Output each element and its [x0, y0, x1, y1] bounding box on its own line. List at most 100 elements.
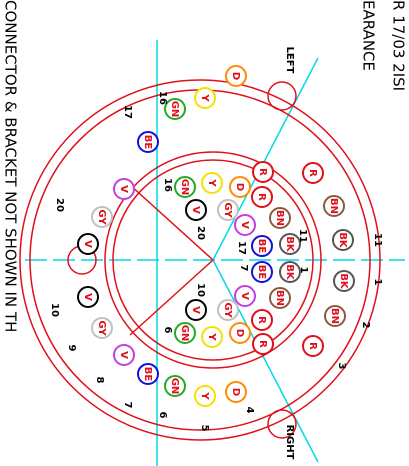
pin-number: 1 [372, 279, 383, 286]
pin-label: GY [96, 320, 107, 336]
labels: R 17/03 2ISI EARANCE CONNECTOR & BRACKET N… [2, 0, 408, 460]
pin-label: V [118, 351, 129, 359]
pin-number: 6 [162, 327, 173, 334]
pin-number: 17 [122, 105, 133, 119]
pin-label: R [256, 316, 267, 324]
pin [174, 322, 196, 344]
pin-number: 4 [244, 407, 255, 414]
pin-label: R [307, 169, 318, 177]
pin [113, 178, 135, 200]
header-line: EARANCE [360, 0, 378, 71]
pin-label: GN [169, 378, 180, 395]
pin [137, 131, 159, 153]
pin-label: V [239, 292, 250, 300]
guides [25, 40, 405, 466]
pin [225, 65, 247, 87]
wedge-line [129, 184, 214, 261]
pin [201, 326, 223, 348]
pin-label: BE [256, 265, 267, 280]
pin-number: 8 [94, 377, 105, 384]
pin [229, 176, 251, 198]
pin-label: BN [329, 308, 340, 324]
pin [77, 286, 99, 308]
pin [302, 162, 324, 184]
pin-number: 16 [157, 91, 168, 105]
pin-label: Y [199, 93, 210, 102]
pin [164, 375, 186, 397]
pin-number: 20 [54, 198, 65, 212]
pin [279, 233, 301, 255]
footer-note: CONNECTOR & BRACKET NOT SHOWN IN TH [2, 0, 20, 332]
pin-label: GY [222, 302, 233, 318]
pin [194, 385, 216, 407]
pin-number: 1 [298, 267, 309, 274]
pin [229, 322, 251, 344]
pin [217, 299, 239, 321]
pin-label: D [234, 329, 245, 337]
pin [269, 287, 291, 309]
pin-label: V [82, 240, 93, 248]
wedge-line [129, 259, 214, 336]
pin-number: 5 [199, 425, 210, 432]
pin [174, 176, 196, 198]
pin-label: D [230, 72, 241, 80]
pin-number: 17 [236, 241, 247, 255]
pin [234, 214, 256, 236]
pin-label: Y [206, 178, 217, 187]
pin-label: BK [338, 273, 349, 290]
pin [91, 317, 113, 339]
pin [252, 333, 274, 355]
pin [77, 233, 99, 255]
pin [91, 206, 113, 228]
pin-label: V [190, 206, 201, 214]
pin [234, 285, 256, 307]
pin-label: GY [96, 209, 107, 225]
pin [269, 207, 291, 229]
pin-label: R [257, 340, 268, 348]
pin [279, 261, 301, 283]
inner-ring [104, 151, 322, 369]
pin [323, 195, 345, 217]
pin [225, 381, 247, 403]
pin [185, 299, 207, 321]
pin-number: 11 [297, 229, 308, 243]
pin-number: 2 [360, 322, 371, 329]
hole [267, 81, 297, 111]
pin-number: 10 [49, 303, 60, 317]
pin-label: BN [328, 198, 339, 214]
pin [251, 261, 273, 283]
pin [302, 335, 324, 357]
pin-label: BN [274, 290, 285, 306]
guide-line [212, 57, 319, 261]
pin-label: V [239, 221, 250, 229]
pin [324, 305, 346, 327]
pin [251, 309, 273, 331]
pin [252, 161, 274, 183]
pin-label: R [256, 193, 267, 201]
pin-number: 7 [122, 402, 133, 409]
pin [113, 344, 135, 366]
pin-label: Y [206, 332, 217, 341]
pin-number: 6 [157, 412, 168, 419]
pin [164, 98, 186, 120]
pin-label: V [190, 306, 201, 314]
pin-label: GN [169, 101, 180, 118]
pin-label: D [234, 183, 245, 191]
side-label: LEFT [284, 47, 295, 74]
pin-label: BE [256, 239, 267, 254]
pin-label: GN [179, 179, 190, 196]
pin-label: GY [222, 202, 233, 218]
pin-label: BK [337, 232, 348, 249]
outer-ring [19, 79, 381, 441]
pin [251, 235, 273, 257]
pin [251, 186, 273, 208]
pin-label: BK [284, 264, 295, 281]
pin-label: R [307, 342, 318, 350]
pin-number: 20 [195, 226, 206, 240]
pin [194, 87, 216, 109]
pin-label: GN [179, 325, 190, 342]
pin-number: 3 [336, 363, 347, 370]
pin-label: D [230, 388, 241, 396]
pin-label: Y [199, 391, 210, 400]
